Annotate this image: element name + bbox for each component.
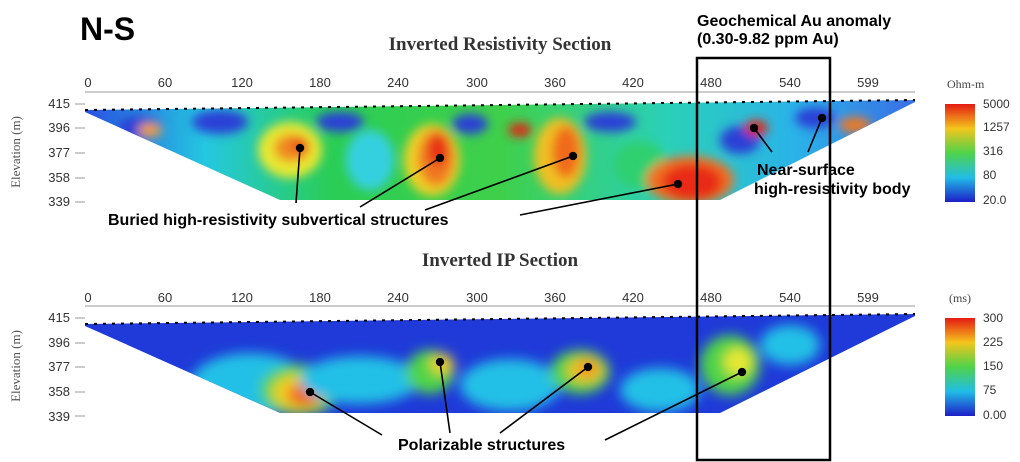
resistivity-y-axis-label: Elevation (m) <box>8 116 23 188</box>
resistivity-section: Inverted Resistivity Section 0 60 120 18… <box>8 34 1010 229</box>
x-tick-label: 180 <box>309 290 331 305</box>
resistivity-colorbar-ticks: 5000 1257 316 80 20.0 <box>983 97 1010 207</box>
resistivity-y-ticks: 415 396 377 358 339 <box>48 96 70 209</box>
x-tick-label: 480 <box>700 290 722 305</box>
annotation-near-surface-line2: high-resistivity body <box>754 181 911 198</box>
x-tick-label: 0 <box>84 290 91 305</box>
ip-colorbar-unit: (ms) <box>949 291 971 305</box>
y-tick-label: 358 <box>48 384 70 399</box>
anomaly-title-line2: (0.30-9.82 ppm Au) <box>697 31 839 48</box>
x-tick-label: 480 <box>700 75 722 90</box>
x-tick-label: 240 <box>387 75 409 90</box>
colorbar-tick-label: 75 <box>983 383 997 397</box>
x-tick-label: 360 <box>544 75 566 90</box>
x-tick-label: 240 <box>387 290 409 305</box>
x-tick-label: 60 <box>158 75 172 90</box>
y-tick-label: 377 <box>48 359 70 374</box>
x-tick-label: 120 <box>231 75 253 90</box>
y-tick-label: 396 <box>48 335 70 350</box>
ip-x-ticks: 0 60 120 180 240 300 360 420 480 540 599 <box>84 290 878 305</box>
x-tick-label: 420 <box>622 290 644 305</box>
y-tick-label: 396 <box>48 120 70 135</box>
resistivity-colorbar <box>945 104 975 202</box>
x-tick-label: 599 <box>857 290 879 305</box>
colorbar-tick-label: 1257 <box>983 120 1010 134</box>
x-tick-label: 420 <box>622 75 644 90</box>
colorbar-tick-label: 225 <box>983 335 1003 349</box>
annotation-polarizable-structures: Polarizable structures <box>398 437 565 454</box>
ip-colorbar <box>945 318 975 416</box>
ip-section-body <box>80 310 920 420</box>
colorbar-tick-label: 150 <box>983 359 1003 373</box>
ip-y-ticks: 415 396 377 358 339 <box>48 310 70 424</box>
resistivity-x-ticks: 0 60 120 180 240 300 360 420 480 540 599 <box>84 75 878 90</box>
ip-colorbar-ticks: 300 225 150 75 0.00 <box>983 311 1007 422</box>
y-tick-label: 358 <box>48 170 70 185</box>
annotation-buried-structures: Buried high-resistivity subvertical stru… <box>108 212 449 229</box>
x-tick-label: 180 <box>309 75 331 90</box>
y-tick-label: 415 <box>48 310 70 325</box>
x-tick-label: 0 <box>84 75 91 90</box>
colorbar-tick-label: 20.0 <box>983 193 1007 207</box>
x-tick-label: 300 <box>466 290 488 305</box>
ip-title: Inverted IP Section <box>422 250 579 271</box>
colorbar-tick-label: 300 <box>983 311 1003 325</box>
y-tick-label: 377 <box>48 145 70 160</box>
colorbar-tick-label: 5000 <box>983 97 1010 111</box>
x-tick-label: 360 <box>544 290 566 305</box>
resistivity-colorbar-unit: Ohm-m <box>947 77 985 91</box>
y-tick-label: 415 <box>48 96 70 111</box>
colorbar-tick-label: 0.00 <box>983 408 1007 422</box>
x-tick-label: 540 <box>779 290 801 305</box>
resistivity-gridlines <box>75 104 85 202</box>
colorbar-tick-label: 316 <box>983 144 1003 158</box>
x-tick-label: 60 <box>158 290 172 305</box>
ip-y-axis-label: Elevation (m) <box>8 330 23 402</box>
x-tick-label: 540 <box>779 75 801 90</box>
direction-label: N-S <box>80 11 135 47</box>
y-tick-label: 339 <box>48 194 70 209</box>
anomaly-title-line1: Geochemical Au anomaly <box>697 13 891 30</box>
ip-section: Inverted IP Section 0 60 120 180 240 300… <box>8 250 1007 454</box>
colorbar-tick-label: 80 <box>983 168 997 182</box>
y-tick-label: 339 <box>48 409 70 424</box>
x-tick-label: 300 <box>466 75 488 90</box>
ip-gridlines <box>75 318 85 416</box>
x-tick-label: 599 <box>857 75 879 90</box>
x-tick-label: 120 <box>231 290 253 305</box>
annotation-near-surface-line1: Near-surface <box>757 162 855 179</box>
resistivity-title: Inverted Resistivity Section <box>389 34 612 55</box>
